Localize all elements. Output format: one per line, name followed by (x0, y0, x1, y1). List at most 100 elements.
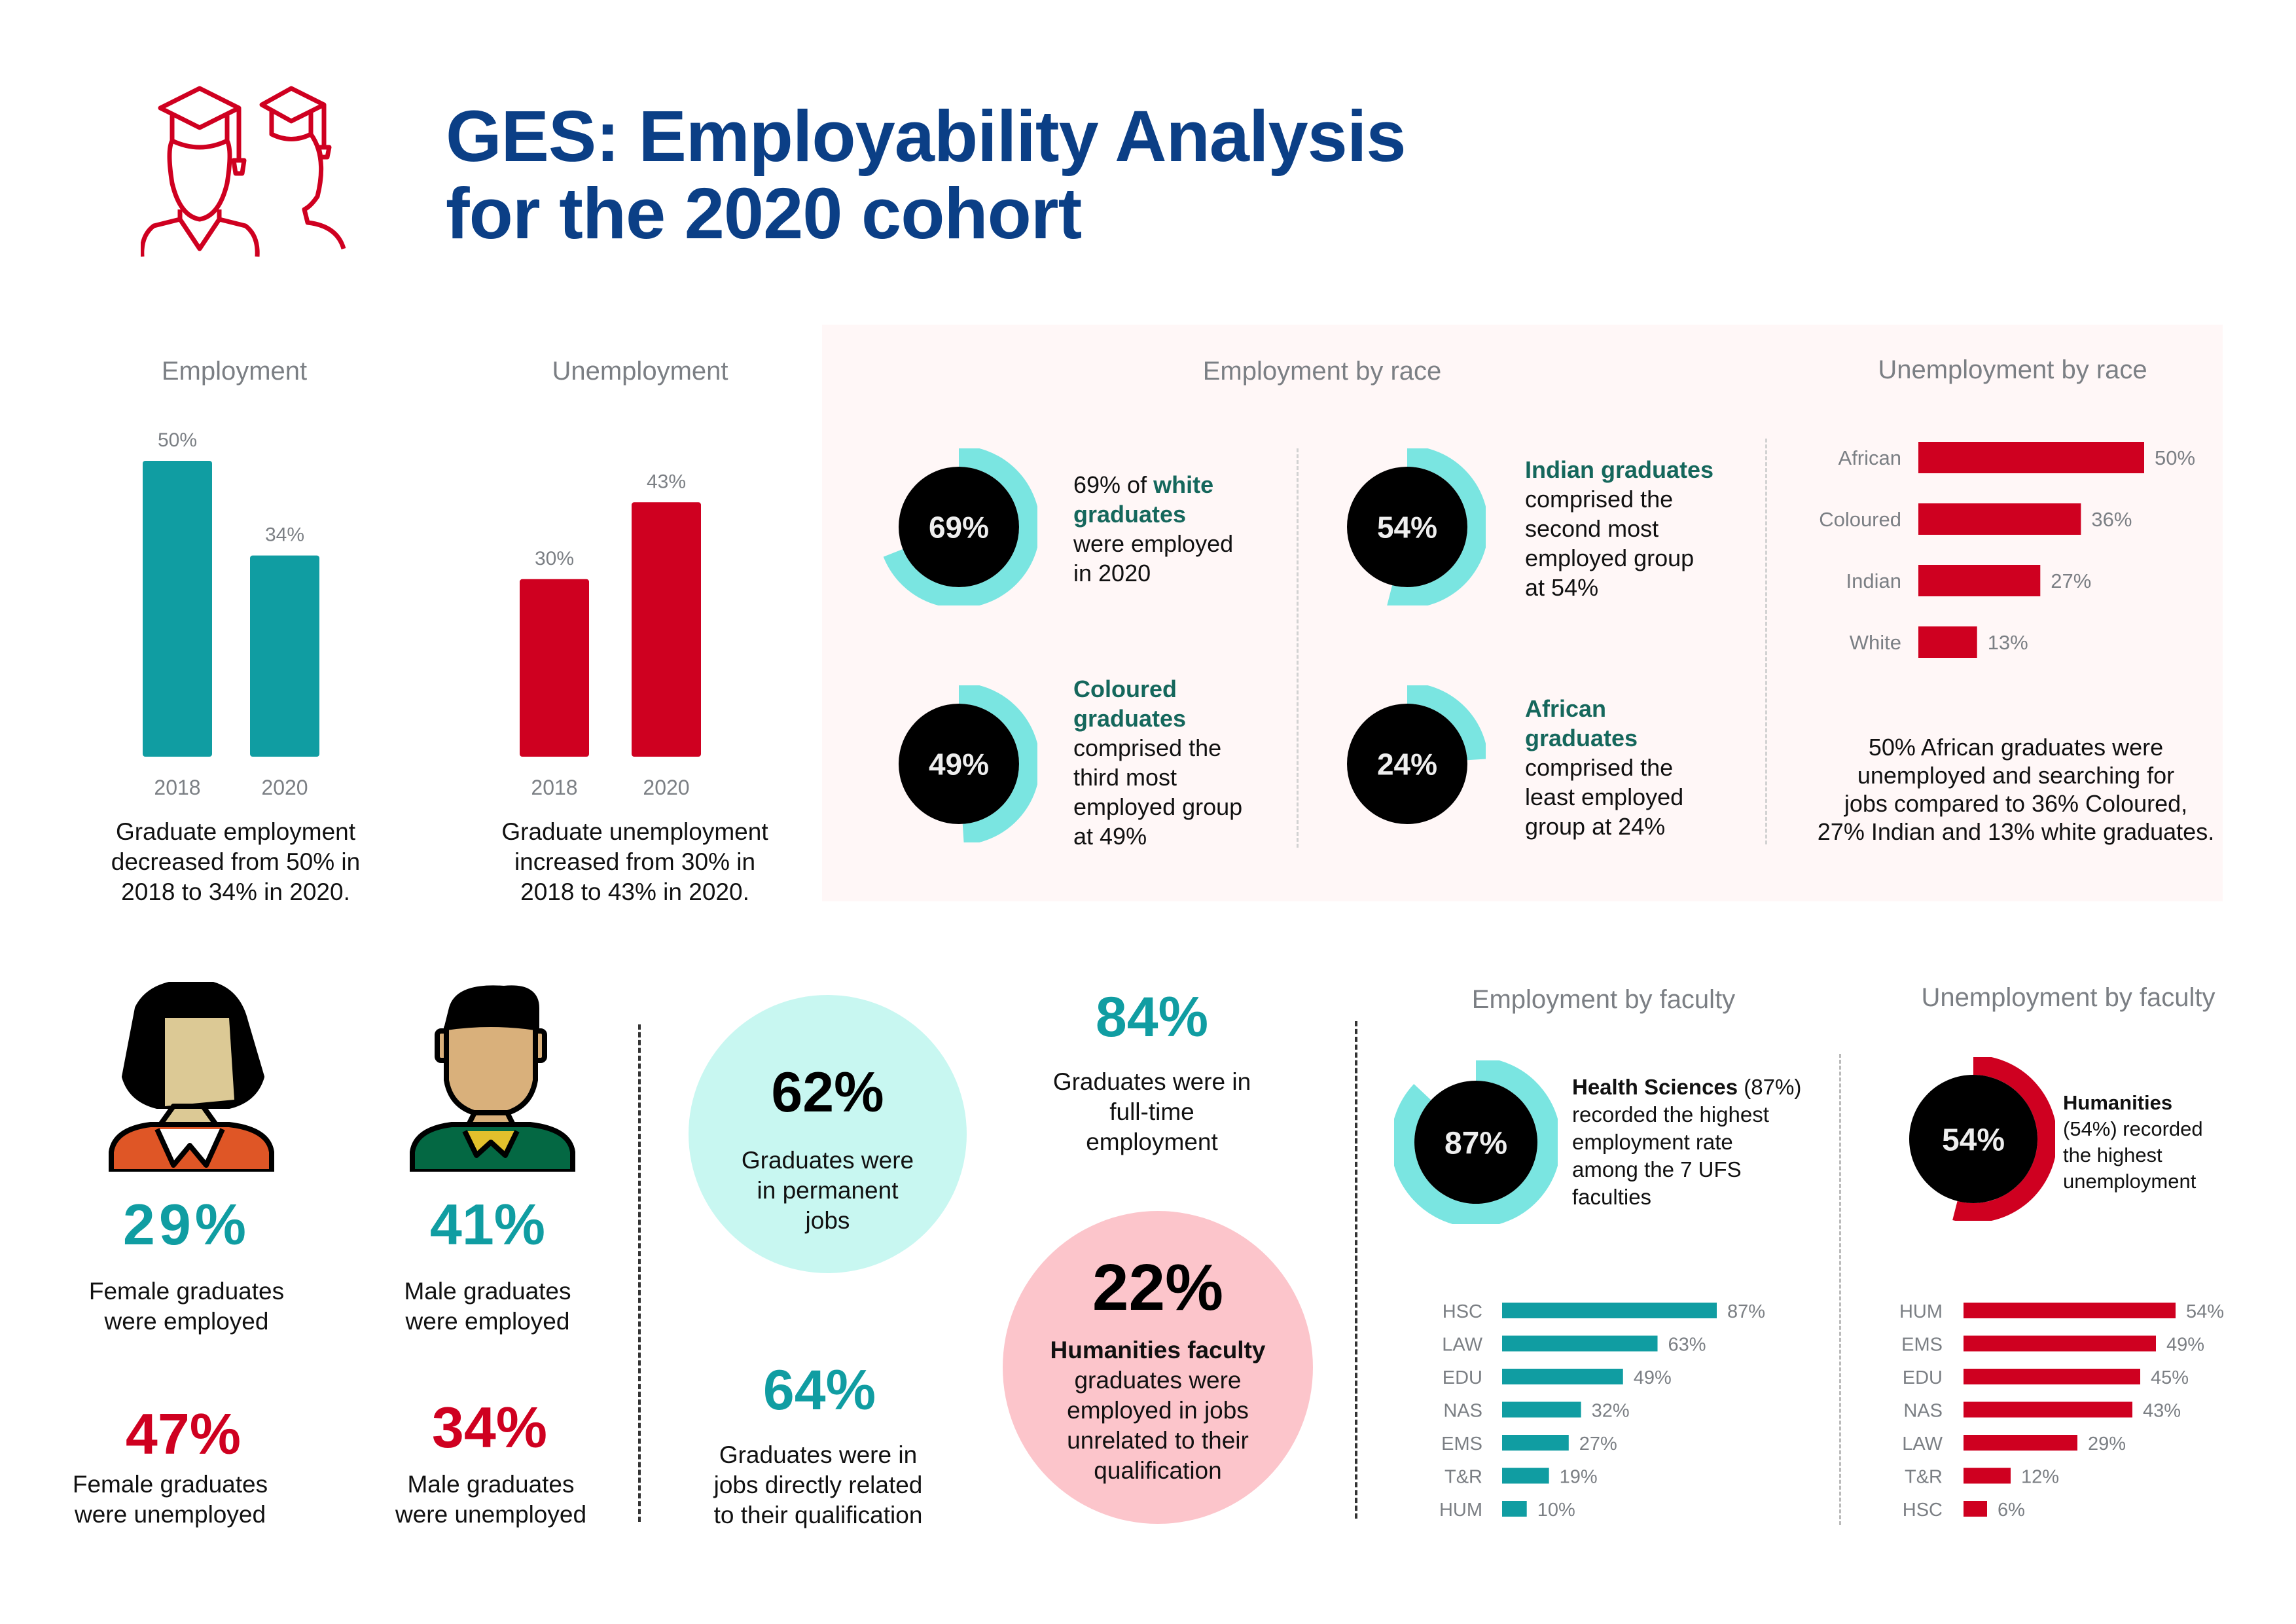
desc-line: were unemployed (74, 1501, 266, 1528)
x-tick-label: 2018 (154, 776, 200, 799)
category-label: LAW (1442, 1335, 1482, 1356)
female-avatar-icon (105, 979, 281, 1175)
bar-value-label: 27% (2051, 569, 2091, 592)
highlight-text: graduates (1073, 501, 1187, 528)
text-span: at 54% (1525, 574, 1599, 601)
desc-line: to their qualification (713, 1502, 923, 1528)
race-ring-gauge: 24% (1347, 683, 1488, 824)
highlight-text: Indian graduates (1525, 456, 1714, 483)
race-ring-text: 69% of white graduates were employed in 202… (1073, 470, 1233, 588)
text-span: second most (1525, 515, 1659, 542)
desc-line: unemployment (2063, 1170, 2197, 1193)
race-text-line: graduates (1073, 499, 1233, 529)
category-label: HSC (1903, 1500, 1943, 1521)
desc-line: Male graduates (407, 1471, 575, 1498)
male-unemployed-pct: 34% (431, 1395, 548, 1460)
faculty-ring-gauge: 54% (1909, 1055, 2057, 1223)
permanent-jobs-circle (689, 995, 967, 1273)
text-span: comprised the (1525, 486, 1674, 513)
desc-line: unrelated to their (1067, 1427, 1249, 1454)
race-text-line: were employed (1073, 529, 1233, 558)
bar-value-label: 36% (2091, 508, 2132, 531)
race-text-line: in 2020 (1073, 558, 1233, 588)
male-employed-text: Male graduates were employed (357, 1276, 619, 1337)
race-text-line: graduates (1525, 723, 1683, 753)
unemployment-by-race-heading: Unemployment by race (1878, 355, 2147, 384)
bar-value-label: 19% (1560, 1467, 1598, 1488)
desc-line: were unemployed (395, 1501, 587, 1528)
unemployment-heading: Unemployment (552, 357, 728, 386)
text-span: employed group (1073, 793, 1243, 820)
desc-line: graduates were (1074, 1367, 1242, 1394)
bar (1964, 1303, 2176, 1318)
bar-value-label: 13% (1988, 631, 2028, 654)
race-text-line: Coloured (1073, 674, 1242, 704)
ring-center (899, 704, 1019, 824)
bar-value-label: 34% (265, 524, 304, 546)
employment-by-faculty-ring: 87% (1391, 1057, 1561, 1227)
bar-value-label: 12% (2021, 1467, 2059, 1488)
race-text-line: second most (1525, 514, 1713, 543)
ring-label: 69% (929, 511, 989, 545)
bar (1964, 1335, 2156, 1352)
desc-bold-line: Humanities faculty (1050, 1337, 1266, 1363)
full-time-text: Graduates were in full-time employment (1021, 1067, 1283, 1157)
bar-chart-svg: 50% 2018 34% 2020 (143, 429, 319, 799)
bar (520, 579, 589, 757)
category-label: White (1850, 631, 1901, 654)
ring-label: 54% (1377, 511, 1437, 545)
bar-value-label: 30% (535, 548, 574, 569)
desc-line: qualification (1094, 1457, 1222, 1484)
ring-label: 24% (1377, 748, 1437, 782)
x-tick-label: 2020 (261, 776, 308, 799)
desc-line: decreased from 50% in (111, 848, 361, 875)
race-text-line: group at 24% (1525, 812, 1683, 841)
category-label: LAW (1902, 1434, 1943, 1454)
highlight-text: white (1153, 471, 1214, 498)
title-line-1: GES: Employability Analysis (446, 96, 1407, 177)
bar-value-label: 63% (1668, 1335, 1706, 1356)
employment-by-faculty-heading: Employment by faculty (1471, 985, 1736, 1014)
text-span: group at 24% (1525, 813, 1666, 840)
bar-value-label: 50% (158, 429, 197, 451)
ring-arc (1387, 446, 1488, 608)
unemployment-description: Graduate unemployment increased from 30%… (452, 817, 818, 907)
race-ring-gauge: 54% (1347, 446, 1488, 608)
bar (1502, 1335, 1658, 1352)
bar-value-label: 43% (647, 471, 686, 492)
bar-chart-svg: 30% 2018 43% 2020 (520, 471, 701, 799)
highlight-text: Coloured (1073, 676, 1177, 702)
desc-line: in permanent (757, 1177, 899, 1204)
category-label: HSC (1443, 1301, 1482, 1322)
desc-line: employed in jobs (1067, 1397, 1249, 1424)
race-text-line: 69% of white (1073, 470, 1233, 499)
desc-line: employment rate (1572, 1130, 1733, 1154)
ring-label: 54% (1942, 1123, 2005, 1157)
desc-line: jobs compared to 36% Coloured, (1844, 790, 2188, 817)
page-title: GES: Employability Analysis for the 2020… (446, 96, 1407, 253)
desc-line: 50% African graduates were (1868, 734, 2164, 761)
race-ring: 69% (880, 446, 1040, 609)
race-ring: 24% (1329, 683, 1488, 846)
bar (1964, 1401, 2132, 1418)
bar (1502, 1435, 1569, 1451)
permanent-jobs-pct: 62% (771, 1061, 884, 1124)
bar-value-label: 50% (2155, 446, 2195, 469)
desc-line: were employed (405, 1308, 570, 1335)
race-text-line: graduates (1073, 704, 1242, 733)
section-divider (1355, 1021, 1357, 1519)
race-text-line: at 49% (1073, 821, 1242, 851)
desc-line: Graduates were in (719, 1441, 918, 1468)
related-jobs-pct: 64% (762, 1359, 876, 1422)
ring-center (1347, 704, 1467, 824)
desc-line: recorded the highest (1572, 1102, 1769, 1127)
ring-arc (1391, 1057, 1561, 1227)
full-time-pct: 84% (1095, 986, 1209, 1049)
humanities-unrelated-pct: 22% (1092, 1251, 1224, 1324)
ring-arc (1407, 683, 1488, 761)
bar (143, 461, 212, 757)
desc-line: Graduates were (741, 1147, 914, 1174)
bar (1502, 1369, 1623, 1384)
desc-line: Female graduates (72, 1471, 268, 1498)
bar (1502, 1401, 1581, 1418)
